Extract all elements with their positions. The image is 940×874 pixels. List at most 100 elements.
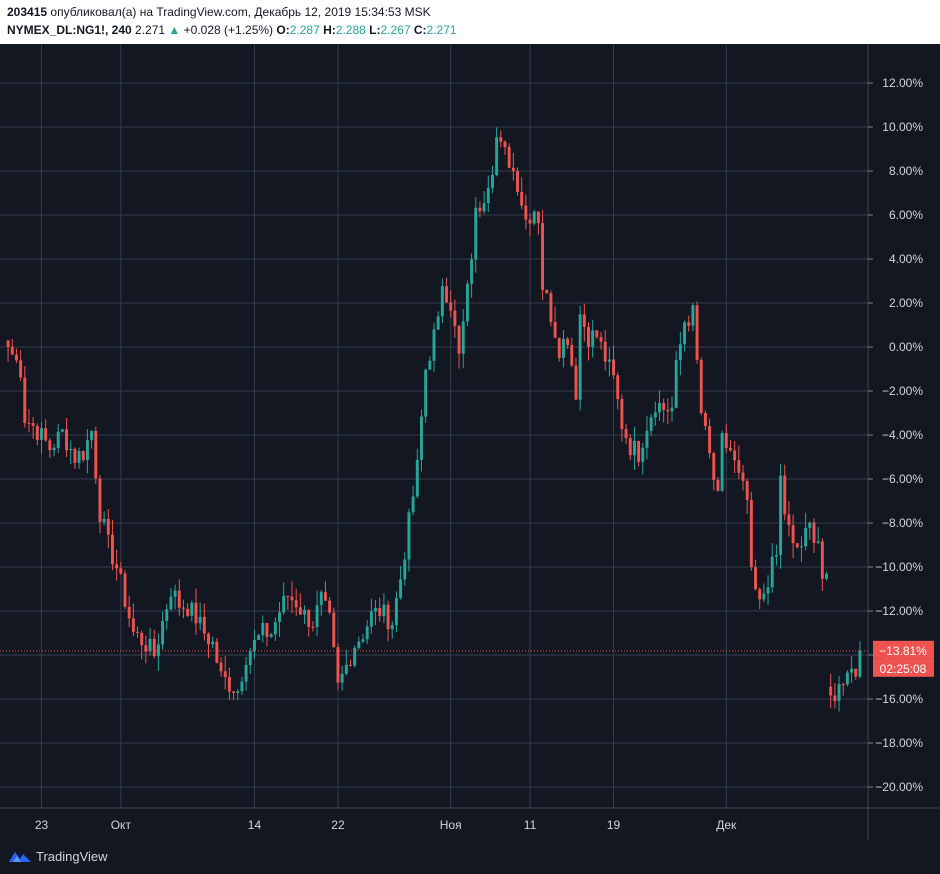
candle-body [662,403,666,410]
candle [490,165,494,194]
candle-body [557,337,561,358]
open-value: 2.287 [289,23,320,37]
x-tick-label: 23 [35,818,49,832]
candle [524,194,528,230]
candle-body [749,500,753,568]
time-axis[interactable]: 23 Окт 14 22 Ноя 11 19 Дек [35,818,737,832]
candle [645,415,649,460]
candle [503,140,507,155]
x-tick-label: 14 [248,818,262,832]
y-tick-label: 12.00% [882,76,923,90]
candle [315,590,319,637]
candle-body [35,426,39,440]
candle-body [85,440,89,461]
candle-body [307,610,311,627]
candle [244,656,248,691]
candle-body [783,475,787,515]
candle-body [382,604,386,617]
tradingview-brand[interactable]: TradingView [8,848,108,864]
candle-body [374,607,378,612]
candle-body [273,622,277,635]
candle-body [779,475,783,555]
low-value: 2.267 [380,23,411,37]
candle [628,434,632,461]
candle [545,289,549,294]
candle-body [511,167,515,172]
candle [637,440,641,467]
candle [165,604,169,630]
candle-body [516,171,519,192]
candle [186,602,190,618]
publish-info: 203415 опубликовал(а) на TradingView.com… [7,5,431,19]
candle-body [708,426,712,454]
candle-body [257,635,261,641]
countdown-badge: 02:25:08 [873,658,934,677]
candle [265,622,269,647]
candle [754,559,757,591]
candle-body [591,330,595,347]
candle-body [319,592,323,606]
candle [307,609,311,637]
candle [386,600,390,642]
candle-body [524,205,528,220]
candle-body [428,360,432,370]
candle-body [424,369,428,417]
candle-body [77,451,81,463]
candle [499,130,503,148]
candle-body [211,641,215,645]
candle-body [48,440,52,451]
candle [699,357,703,416]
candle-body [716,479,720,491]
candle [90,430,94,449]
candle-body [445,286,448,303]
candle [745,478,749,515]
candle-body [628,438,632,456]
candle [261,615,265,643]
candle [553,306,557,339]
candle [749,491,753,572]
candle [278,602,281,637]
candle-body [403,559,407,580]
candle [403,551,407,586]
candle [595,330,599,340]
candle [854,668,858,680]
candle [182,599,185,619]
candle-body [386,604,390,630]
candle-body [833,695,837,702]
candle-body [252,640,256,652]
candle [10,339,14,356]
candle-body [420,416,423,460]
candle [131,603,135,637]
candle-body [754,567,757,590]
candle-body [311,626,315,628]
candle-body [758,589,762,600]
candle [273,617,277,642]
high-label: H: [323,23,336,37]
candle [478,201,482,218]
candle [240,676,244,696]
candle [528,213,532,237]
candle-body [223,671,227,677]
price-chart[interactable]: 12.00% 10.00% 8.00% 6.00% 4.00% 2.00% 0.00% −2.… [0,44,940,840]
candle-body [845,672,849,685]
candle [332,607,336,648]
candle-body [720,433,724,491]
symbol-info: NYMEX_DL:NG1!, 240 2.271 ▲ +0.028 (+1.25… [7,23,457,37]
candle-body [244,664,248,682]
candle [758,587,762,610]
candle-body [182,607,185,609]
candle-body [298,607,302,615]
candle [578,305,582,411]
candle-body [136,631,139,633]
candle [207,632,210,658]
candle [445,277,448,303]
y-tick-label: −16.00% [875,692,923,706]
candle-body [10,347,14,355]
candle [658,390,661,421]
candle-body [499,137,503,142]
author-name[interactable]: 203415 [7,5,48,19]
candle [557,337,561,362]
candle-body [23,377,27,424]
chart-area[interactable]: 12.00% 10.00% 8.00% 6.00% 4.00% 2.00% 0.00% −2.… [0,44,940,840]
candle-body [407,512,411,560]
